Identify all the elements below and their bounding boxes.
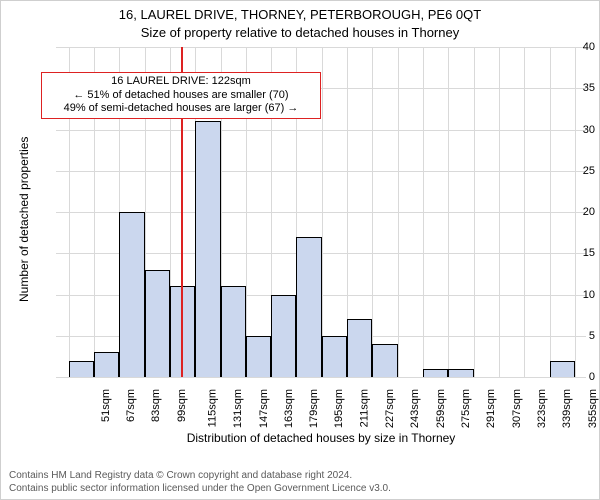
y-tick-label: 0: [546, 371, 595, 383]
y-tick-label: 15: [546, 247, 595, 259]
x-tick-label: 227sqm: [384, 389, 396, 428]
x-tick-label: 131sqm: [232, 389, 244, 428]
grid-line-vertical: [524, 47, 525, 377]
histogram-bar: [145, 270, 170, 377]
grid-line-vertical: [448, 47, 449, 377]
grid-line-vertical: [499, 47, 500, 377]
grid-line-vertical: [322, 47, 323, 377]
x-tick-label: 179sqm: [308, 389, 320, 428]
grid-line-vertical: [474, 47, 475, 377]
x-tick-label: 243sqm: [410, 389, 422, 428]
footer-attribution: Contains HM Land Registry data © Crown c…: [9, 470, 391, 495]
annotation-larger: 49% of semi-detached houses are larger (…: [46, 102, 316, 116]
chart-subtitle: Size of property relative to detached ho…: [1, 25, 599, 40]
grid-line-vertical: [398, 47, 399, 377]
histogram-bar: [221, 286, 246, 377]
x-tick-label: 355sqm: [587, 389, 599, 428]
x-tick-label: 67sqm: [125, 389, 137, 422]
y-tick-label: 30: [546, 124, 595, 136]
histogram-bar: [347, 319, 372, 377]
x-tick-label: 259sqm: [435, 389, 447, 428]
y-tick-label: 10: [546, 289, 595, 301]
chart-title-address: 16, LAUREL DRIVE, THORNEY, PETERBOROUGH,…: [1, 7, 599, 22]
histogram-bar: [195, 121, 220, 377]
x-tick-label: 211sqm: [358, 389, 370, 427]
x-tick-label: 291sqm: [485, 389, 497, 428]
x-tick-label: 307sqm: [511, 389, 523, 428]
annotation-box: 16 LAUREL DRIVE: 122sqm← 51% of detached…: [41, 72, 321, 119]
x-tick-label: 115sqm: [206, 389, 218, 427]
grid-line-vertical: [423, 47, 424, 377]
histogram-bar: [296, 237, 321, 377]
histogram-bar: [271, 295, 296, 378]
histogram-bar: [94, 352, 119, 377]
x-axis-label: Distribution of detached houses by size …: [56, 431, 586, 445]
x-tick-label: 163sqm: [283, 389, 295, 428]
y-tick-label: 5: [546, 330, 595, 342]
x-tick-label: 339sqm: [561, 389, 573, 428]
x-tick-label: 323sqm: [536, 389, 548, 428]
y-axis-label: Number of detached properties: [17, 137, 31, 302]
footer-line-2: Contains public sector information licen…: [9, 483, 391, 494]
chart-container: 16, LAUREL DRIVE, THORNEY, PETERBOROUGH,…: [0, 0, 600, 500]
histogram-bar: [322, 336, 347, 377]
y-tick-label: 35: [546, 82, 595, 94]
footer-line-1: Contains HM Land Registry data © Crown c…: [9, 470, 352, 481]
histogram-bar: [372, 344, 397, 377]
grid-line-vertical: [372, 47, 373, 377]
x-tick-label: 51sqm: [100, 389, 112, 422]
histogram-bar: [246, 336, 271, 377]
grid-line-horizontal: [56, 377, 586, 378]
x-tick-label: 275sqm: [460, 389, 472, 428]
histogram-bar: [69, 361, 94, 378]
histogram-bar: [423, 369, 448, 377]
histogram-bar: [119, 212, 144, 377]
x-tick-label: 99sqm: [176, 389, 188, 422]
x-tick-label: 195sqm: [334, 389, 346, 428]
x-tick-label: 147sqm: [258, 389, 270, 428]
annotation-smaller: ← 51% of detached houses are smaller (70…: [46, 89, 316, 103]
histogram-bar: [448, 369, 473, 377]
y-tick-label: 20: [546, 206, 595, 218]
x-tick-label: 83sqm: [150, 389, 162, 422]
annotation-title: 16 LAUREL DRIVE: 122sqm: [46, 75, 316, 89]
y-tick-label: 25: [546, 165, 595, 177]
y-tick-label: 40: [546, 41, 595, 53]
